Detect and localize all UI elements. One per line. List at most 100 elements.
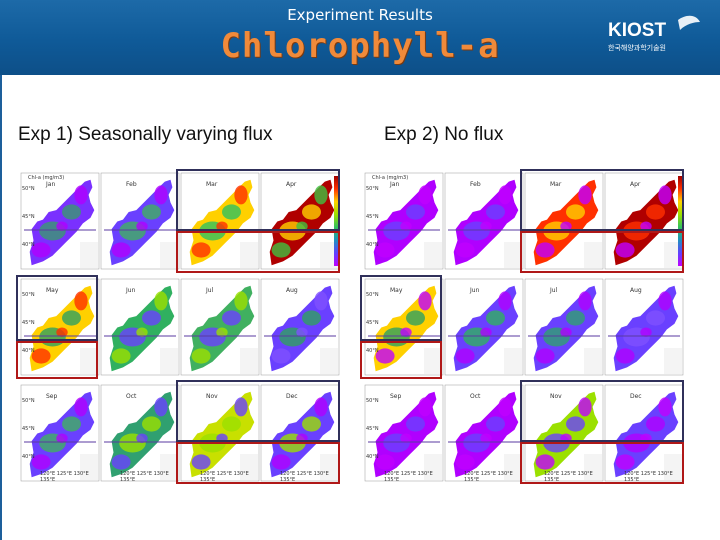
month-label: Apr (286, 181, 297, 188)
lat-tick: 40°N (22, 348, 35, 354)
lat-tick: 50°N (22, 186, 35, 192)
lon-ticks: 120°E 125°E 130°E 135°E (544, 471, 593, 483)
chlorophyll-map (20, 384, 100, 482)
month-label: Jan (390, 181, 400, 188)
box-bot-navy (176, 380, 340, 442)
map-panel-oct: Oct 120°E 125°E 130°E 135°E (100, 384, 180, 484)
lon-ticks: 120°E 125°E 130°E 135°E (624, 471, 673, 483)
month-label: Sep (46, 393, 58, 400)
map-panel-feb: Feb (444, 172, 524, 272)
lat-tick: 45°N (22, 320, 35, 326)
map-panel-may: May 50°N 45°N 40°N (364, 278, 444, 378)
map-panel-jul: Jul (524, 278, 604, 378)
box-top-red (176, 231, 340, 273)
month-label: Dec (630, 393, 642, 400)
box-top-navy (520, 169, 684, 231)
chlorophyll-map (180, 172, 260, 270)
chlorophyll-map (100, 172, 180, 270)
lat-tick: 45°N (22, 426, 35, 432)
chlorophyll-map (444, 278, 524, 376)
month-label: Jun (126, 287, 136, 294)
lon-ticks: 120°E 125°E 130°E 135°E (464, 471, 513, 483)
map-panel-nov: Nov 120°E 125°E 130°E 135°E (180, 384, 260, 484)
map-panel-sep: Sep 50°N 45°N 40°N 120°E 125°E 130°E 135°E (20, 384, 100, 484)
month-label: Oct (470, 393, 481, 400)
month-label: Nov (206, 393, 218, 400)
map-panel-feb: Feb (100, 172, 180, 272)
chlorophyll-map (604, 278, 684, 376)
map-panel-mar: Mar (180, 172, 260, 272)
month-label: Jun (470, 287, 480, 294)
box-bot-navy (520, 380, 684, 442)
month-label: Nov (550, 393, 562, 400)
lat-tick: 40°N (366, 454, 379, 460)
slide-title: Chlorophyll-a (220, 26, 500, 66)
colorbar (678, 176, 683, 266)
map-panel-may: May 50°N 45°N 40°N (20, 278, 100, 378)
logo-leaf-icon (678, 15, 700, 30)
map-panel-jan: Jan 50°N 45°N 40°N Chl-a (mg/m3) (20, 172, 100, 272)
month-label: May (390, 287, 403, 294)
month-label: Feb (126, 181, 137, 188)
chlorophyll-map (364, 384, 444, 482)
map-panel-jan: Jan 50°N 45°N 40°N Chl-a (mg/m3) (364, 172, 444, 272)
lon-ticks: 120°E 125°E 130°E 135°E (280, 471, 329, 483)
box-top-red (520, 231, 684, 273)
month-label: Aug (630, 287, 642, 294)
header-banner: Experiment Results Chlorophyll-a KIOST 한… (0, 0, 720, 75)
lon-ticks: 120°E 125°E 130°E 135°E (120, 471, 169, 483)
lat-tick: 45°N (22, 214, 35, 220)
chlorophyll-map (524, 278, 604, 376)
lat-tick: 40°N (366, 242, 379, 248)
box-mid-red (360, 341, 442, 379)
kiost-logo: KIOST 한국해양과학기술원 (600, 12, 710, 57)
chlorophyll-map (180, 278, 260, 376)
lat-tick: 50°N (366, 292, 379, 298)
logo-wordmark: KIOST (608, 20, 667, 41)
units-label: Chl-a (mg/m3) (28, 175, 65, 181)
exp2-label: Exp 2) No flux (384, 124, 504, 145)
chlorophyll-map (180, 384, 260, 482)
box-mid-navy (360, 275, 442, 341)
lat-tick: 45°N (366, 320, 379, 326)
chlorophyll-map (444, 384, 524, 482)
lat-tick: 50°N (22, 292, 35, 298)
lat-tick: 40°N (22, 242, 35, 248)
map-panel-jul: Jul (180, 278, 260, 378)
lon-ticks: 120°E 125°E 130°E 135°E (384, 471, 433, 483)
chlorophyll-map (524, 384, 604, 482)
chlorophyll-map (444, 172, 524, 270)
chlorophyll-map (364, 278, 444, 376)
month-label: Jul (206, 287, 214, 294)
chlorophyll-map (100, 278, 180, 376)
month-label: Aug (286, 287, 298, 294)
units-label: Chl-a (mg/m3) (372, 175, 409, 181)
box-bot-red (520, 442, 684, 484)
map-panel-jun: Jun (100, 278, 180, 378)
month-label: Jan (46, 181, 56, 188)
lat-tick: 50°N (22, 398, 35, 404)
chlorophyll-map (524, 172, 604, 270)
lat-tick: 45°N (366, 426, 379, 432)
exp1-label: Exp 1) Seasonally varying flux (18, 124, 273, 145)
chlorophyll-map (260, 278, 340, 376)
lat-tick: 50°N (366, 398, 379, 404)
chlorophyll-map (260, 172, 340, 270)
lat-tick: 45°N (366, 214, 379, 220)
map-panel-nov: Nov 120°E 125°E 130°E 135°E (524, 384, 604, 484)
chlorophyll-map (604, 172, 684, 270)
chlorophyll-map (364, 172, 444, 270)
map-panel-aug: Aug (260, 278, 340, 378)
box-bot-red (176, 442, 340, 484)
month-label: Dec (286, 393, 298, 400)
box-mid-navy (16, 275, 98, 341)
box-top-navy (176, 169, 340, 231)
chlorophyll-map (100, 384, 180, 482)
map-panel-sep: Sep 50°N 45°N 40°N 120°E 125°E 130°E 135°E (364, 384, 444, 484)
map-panel-aug: Aug (604, 278, 684, 378)
lat-tick: 40°N (22, 454, 35, 460)
map-panel-oct: Oct 120°E 125°E 130°E 135°E (444, 384, 524, 484)
slide-subtitle: Experiment Results (287, 6, 433, 24)
lon-ticks: 120°E 125°E 130°E 135°E (200, 471, 249, 483)
box-mid-red (16, 341, 98, 379)
